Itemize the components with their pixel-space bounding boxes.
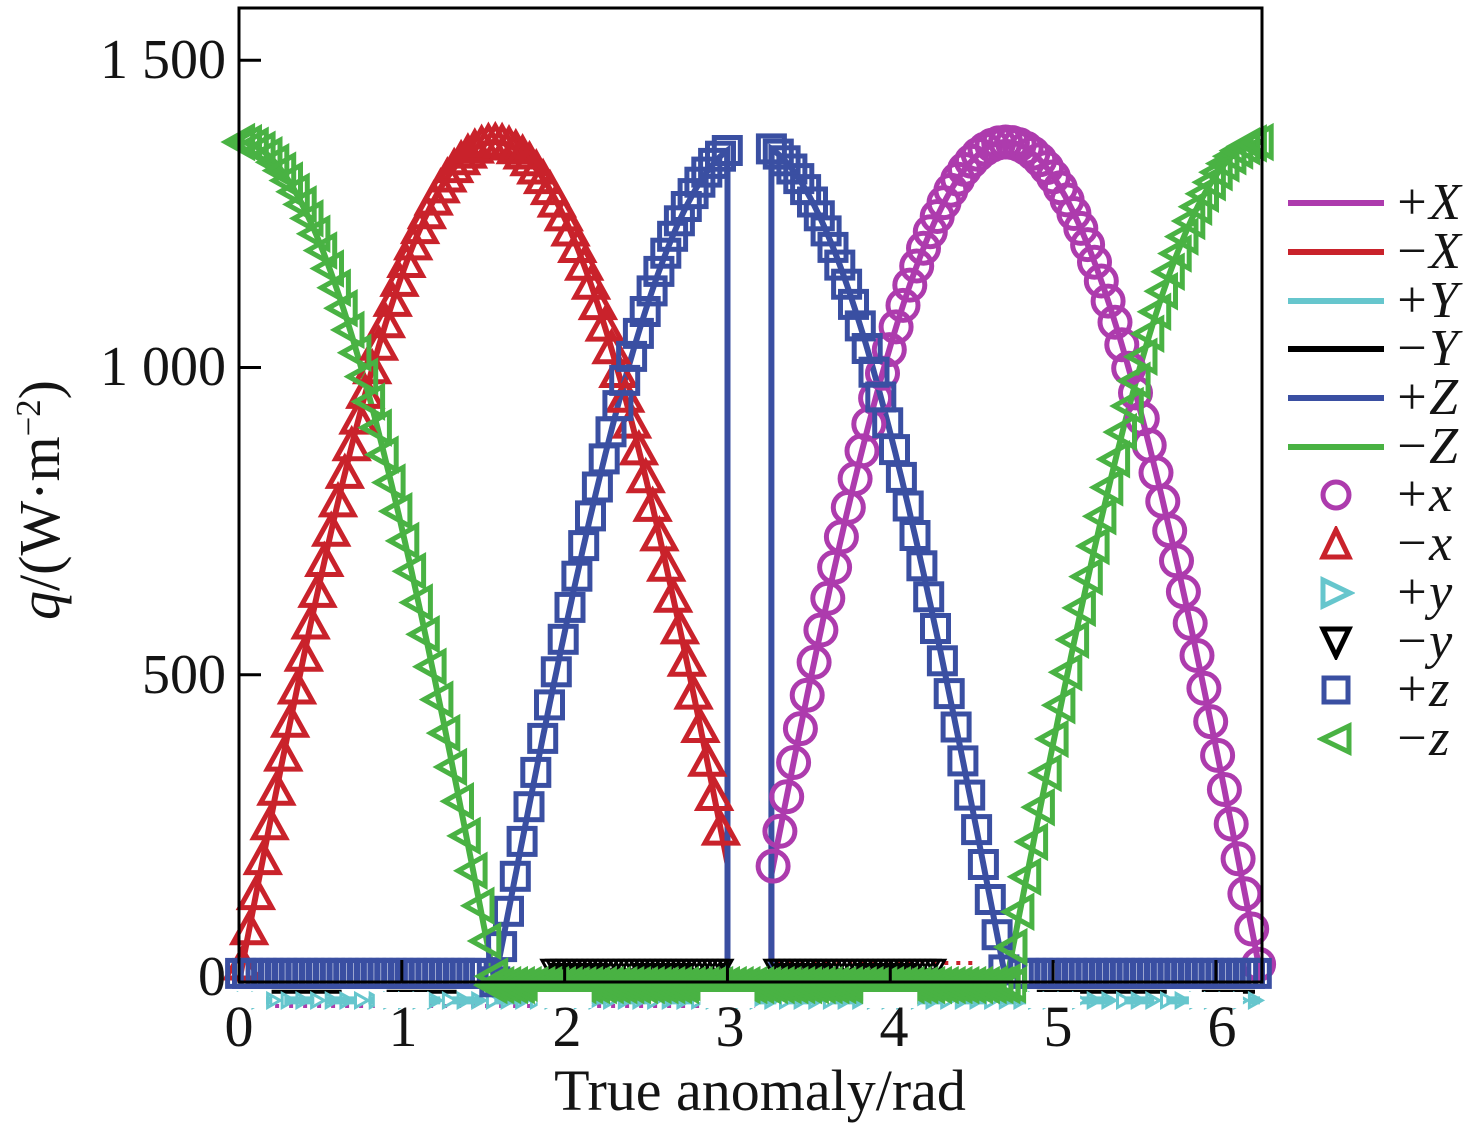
x-tick-label: 3 bbox=[715, 994, 745, 1059]
y-tick-label: 1 000 bbox=[100, 336, 226, 398]
legend: +X −X +Y −Y +Z −Z +x −x bbox=[1284, 174, 1461, 767]
legend-line-swatch bbox=[1288, 200, 1384, 207]
legend-line-swatch bbox=[1288, 395, 1384, 402]
legend-entry: +y bbox=[1284, 563, 1461, 621]
legend-label: +x bbox=[1394, 466, 1453, 524]
y-tick-label: 1 500 bbox=[100, 29, 226, 91]
legend-label: +X bbox=[1394, 174, 1461, 232]
legend-entry: −z bbox=[1284, 709, 1461, 767]
legend-label: −x bbox=[1394, 515, 1453, 573]
legend-entry: −Y bbox=[1284, 320, 1461, 378]
legend-line-swatch bbox=[1288, 249, 1384, 256]
legend-label: −y bbox=[1394, 612, 1453, 670]
y-tick-label: 500 bbox=[142, 644, 226, 706]
legend-triangle-down-marker-icon bbox=[1319, 626, 1353, 660]
legend-label: +z bbox=[1394, 661, 1450, 719]
legend-line-swatch bbox=[1288, 346, 1384, 353]
legend-entry: +x bbox=[1284, 466, 1461, 524]
legend-entry: +Y bbox=[1284, 271, 1461, 329]
y-axis-title: q/(W·m−2) bbox=[7, 380, 72, 620]
legend-triangle-left-marker-icon bbox=[1317, 721, 1352, 756]
legend-entry: −x bbox=[1284, 515, 1461, 573]
legend-entry: −X bbox=[1284, 223, 1461, 281]
legend-triangle-up-marker-icon bbox=[1319, 526, 1353, 560]
legend-entry: −Z bbox=[1284, 417, 1461, 475]
legend-label: −Z bbox=[1394, 417, 1459, 475]
legend-label: −z bbox=[1394, 709, 1450, 767]
legend-circle-marker-icon bbox=[1320, 479, 1352, 511]
legend-label: +y bbox=[1394, 563, 1453, 621]
legend-entry: −y bbox=[1284, 612, 1461, 670]
legend-entry: +X bbox=[1284, 174, 1461, 232]
x-tick-label: 2 bbox=[552, 994, 582, 1059]
legend-square-marker-icon bbox=[1321, 675, 1351, 705]
legend-line-swatch bbox=[1288, 297, 1384, 304]
x-tick-label: 4 bbox=[879, 994, 909, 1059]
x-tick-label: 5 bbox=[1043, 994, 1073, 1059]
legend-label: +Y bbox=[1394, 271, 1459, 329]
legend-label: +Z bbox=[1394, 369, 1459, 427]
legend-line-swatch bbox=[1288, 443, 1384, 450]
y-tick-label: 0 bbox=[198, 946, 226, 1008]
legend-entry: +Z bbox=[1284, 369, 1461, 427]
x-tick-label: 6 bbox=[1207, 994, 1237, 1059]
x-tick-label: 0 bbox=[224, 994, 254, 1059]
x-axis-title: True anomaly/rad bbox=[554, 1058, 966, 1123]
legend-label: −X bbox=[1394, 223, 1461, 281]
legend-triangle-right-marker-icon bbox=[1320, 575, 1355, 610]
legend-label: −Y bbox=[1394, 320, 1459, 378]
x-tick-label: 1 bbox=[388, 994, 418, 1059]
legend-entry: +z bbox=[1284, 661, 1461, 719]
